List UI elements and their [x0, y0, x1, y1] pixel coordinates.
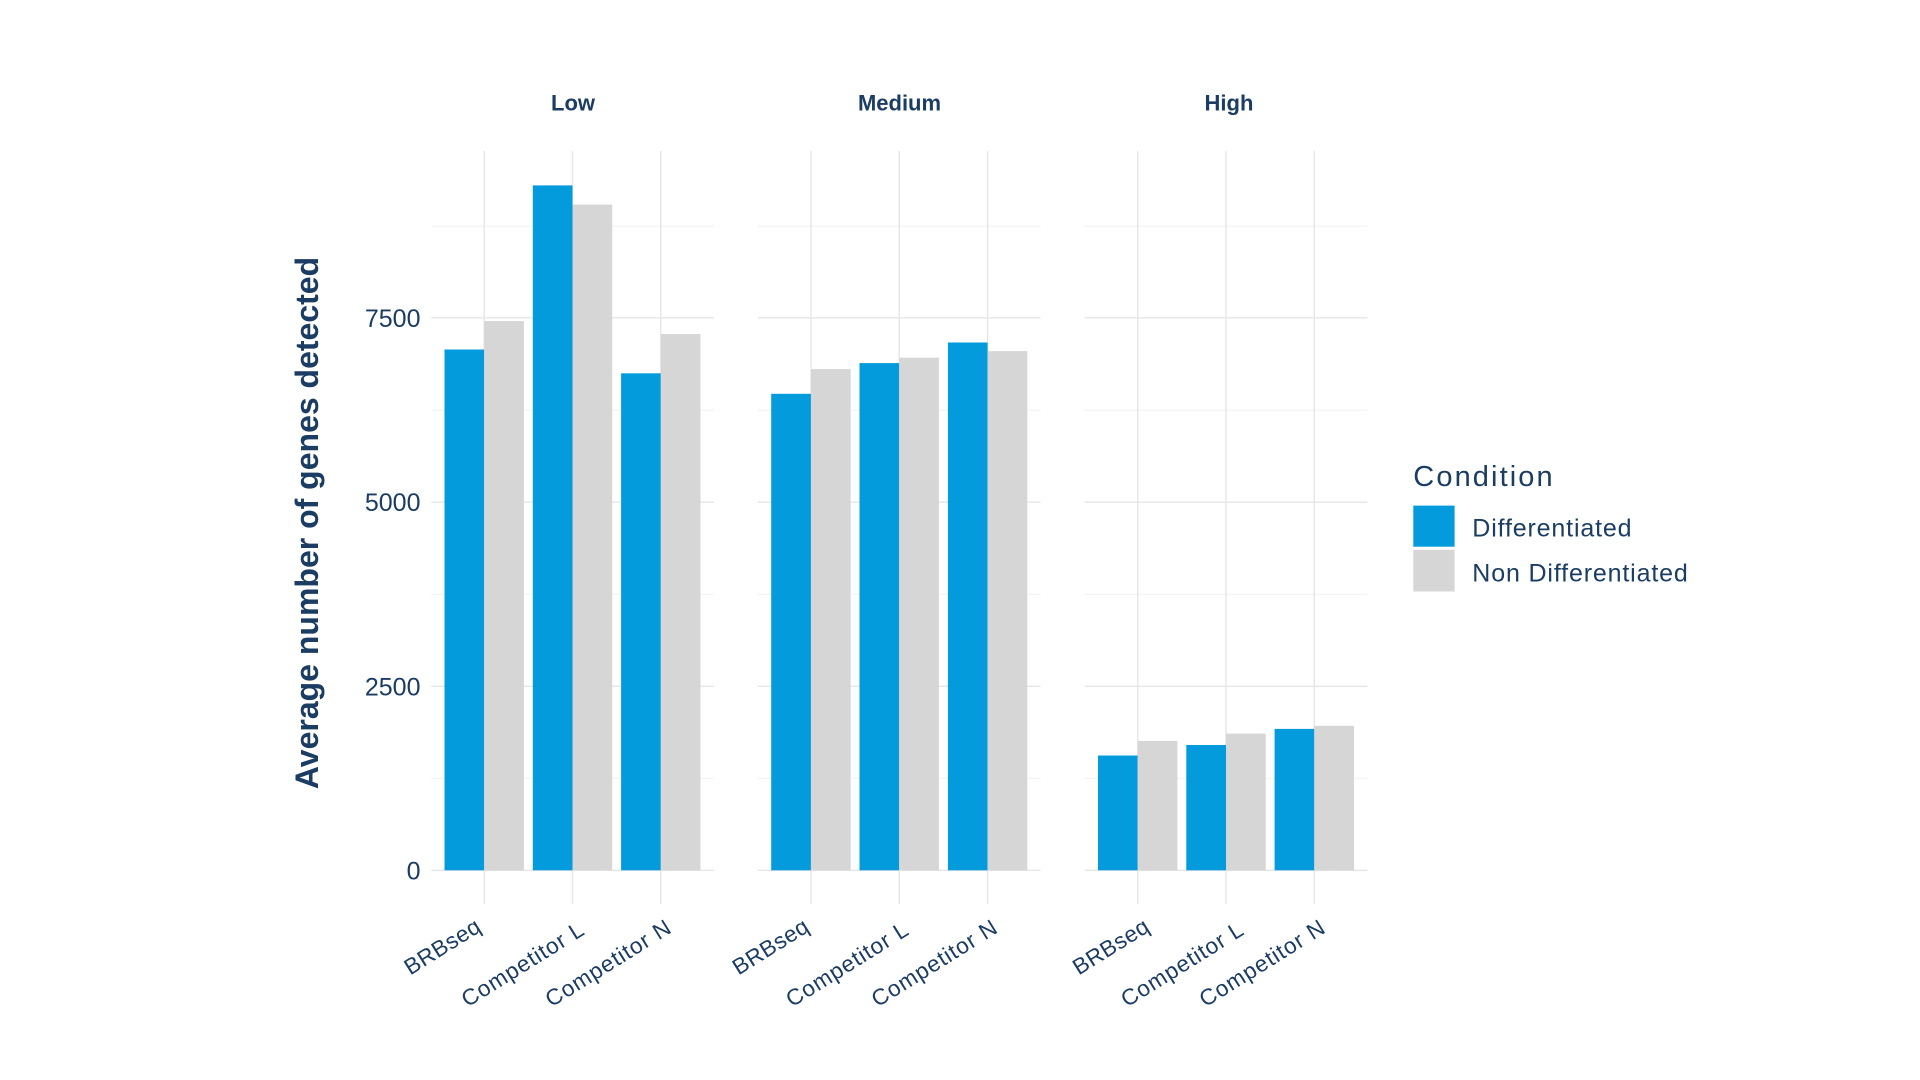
svg-text:High: High: [1205, 91, 1254, 116]
svg-text:2500: 2500: [365, 673, 421, 701]
svg-text:5000: 5000: [365, 489, 421, 517]
svg-text:7500: 7500: [365, 305, 421, 333]
svg-text:Low: Low: [551, 91, 596, 116]
svg-text:Non Differentiated: Non Differentiated: [1472, 560, 1688, 588]
svg-text:Medium: Medium: [858, 91, 941, 116]
svg-text:Average number of genes detect: Average number of genes detected: [289, 257, 325, 789]
svg-text:Differentiated: Differentiated: [1472, 515, 1632, 543]
svg-text:0: 0: [407, 857, 421, 885]
svg-text:Condition: Condition: [1413, 461, 1554, 493]
